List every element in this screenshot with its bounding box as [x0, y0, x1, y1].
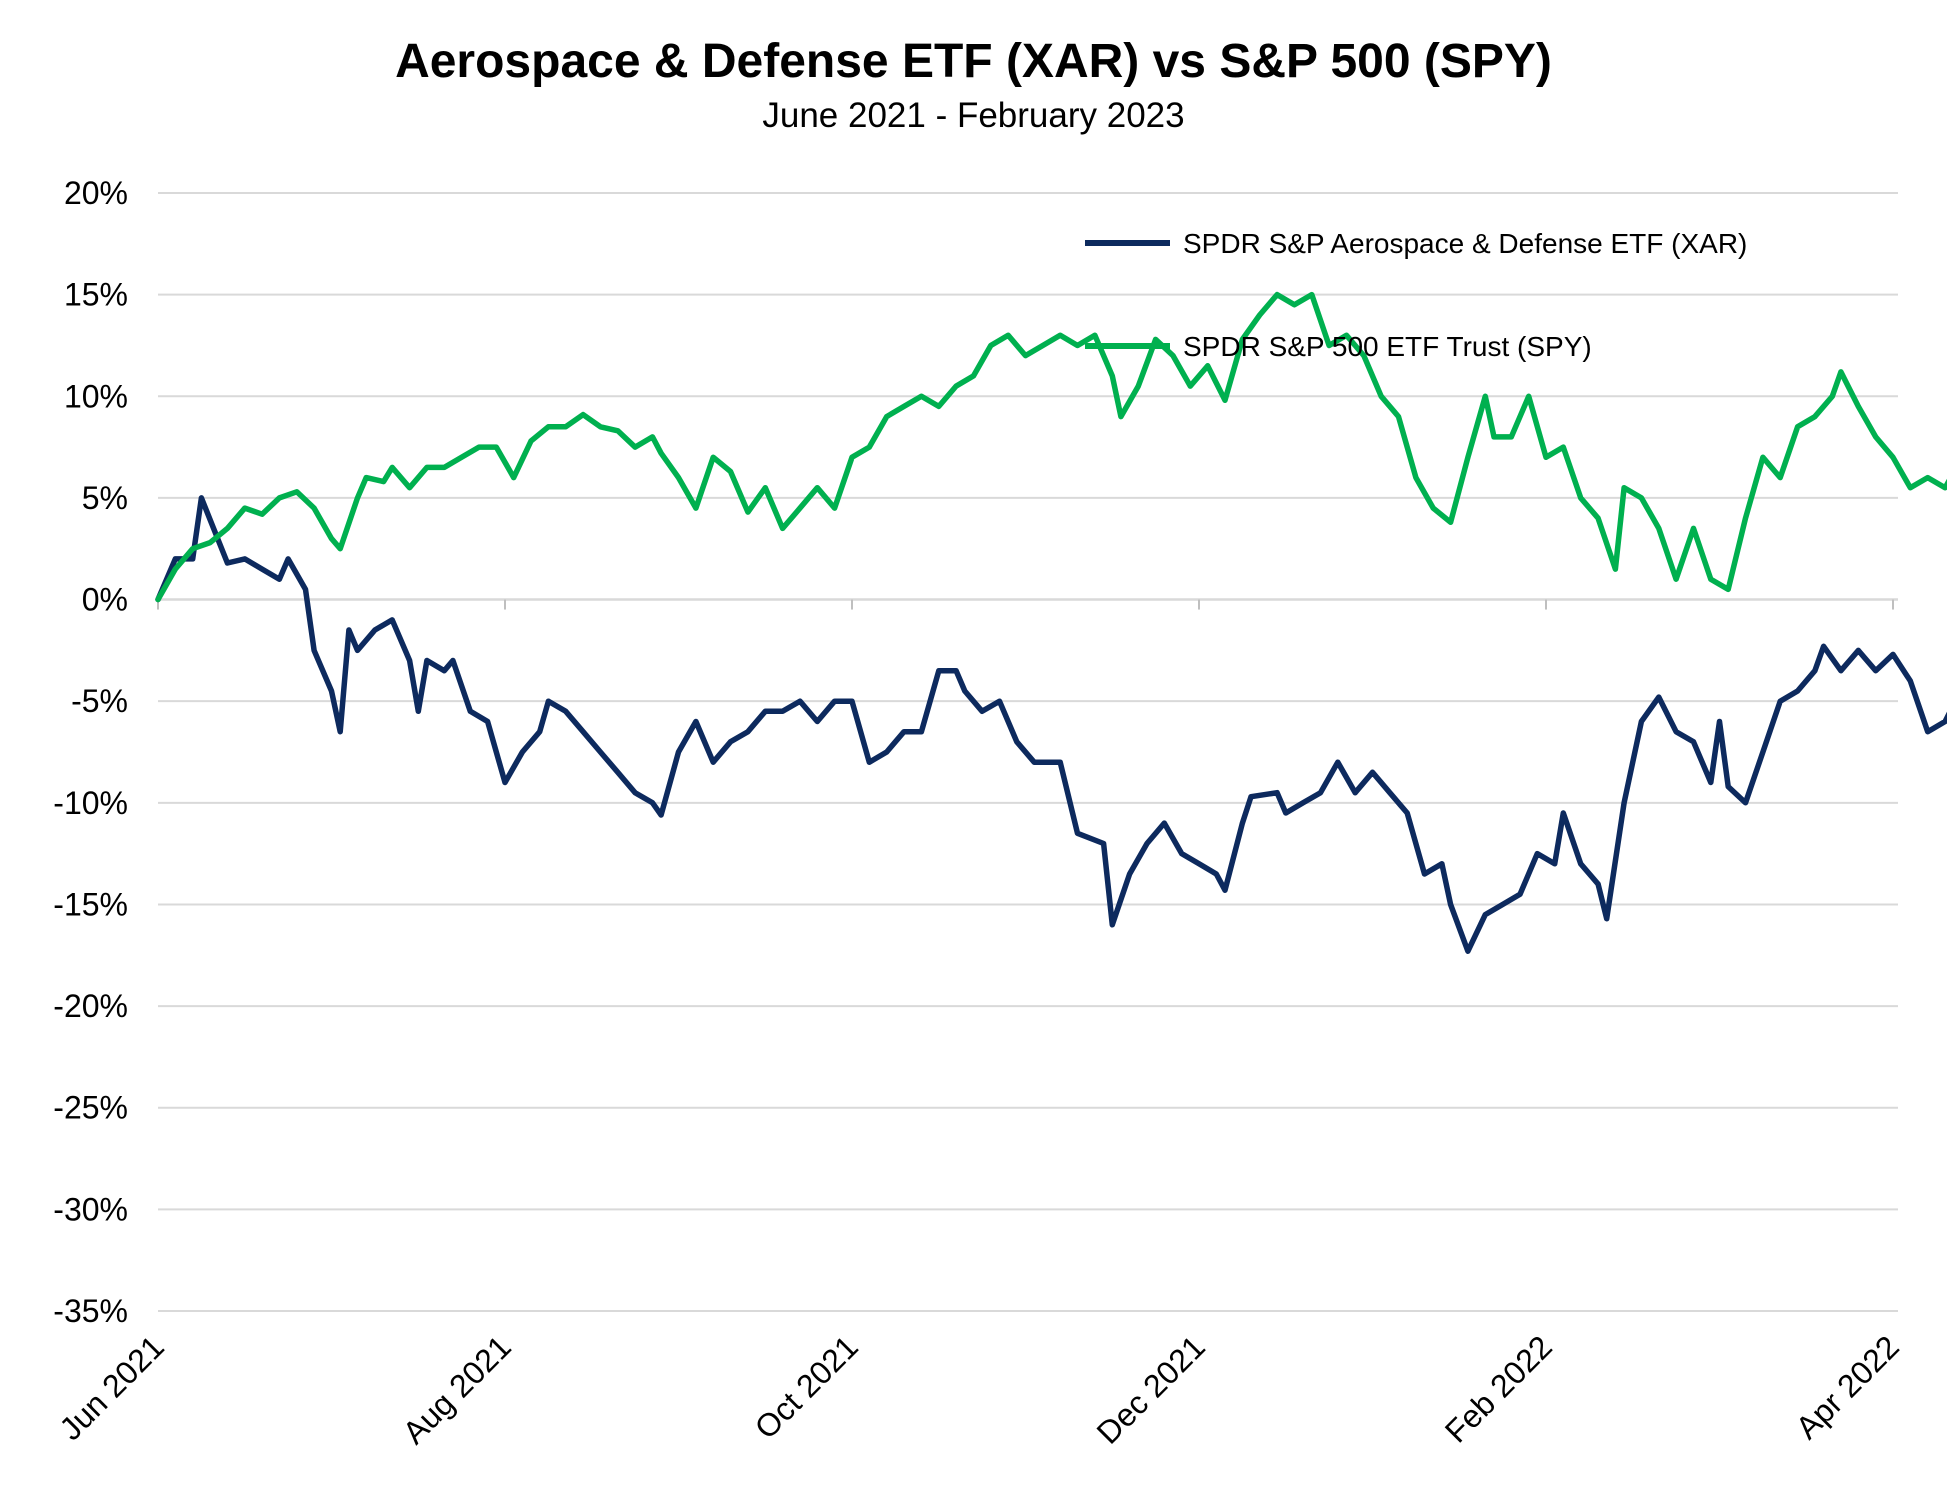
y-tick-label: 10% [64, 378, 128, 414]
y-tick-label: 20% [64, 175, 128, 211]
y-tick-label: 15% [64, 277, 128, 313]
xar-series-line [155, 495, 1947, 954]
legend-label: SPDR S&P Aerospace & Defense ETF (XAR) [1183, 228, 1747, 259]
legend-label: SPDR S&P 500 ETF Trust (SPY) [1183, 331, 1592, 362]
x-tick-label: Apr 2022 [1789, 1328, 1906, 1445]
y-tick-label: -25% [53, 1090, 128, 1126]
y-tick-label: -5% [71, 683, 128, 719]
y-tick-label: -15% [53, 886, 128, 922]
y-axis: 20% 15% 10% 5% 0% -5% -10% -15% -20% -25% -30% -35% [53, 175, 128, 1329]
x-tick-label: Oct 2021 [748, 1328, 865, 1445]
spy-series-line [155, 291, 1947, 603]
y-tick-label: 5% [82, 480, 128, 516]
x-tick-label: Dec 2021 [1090, 1328, 1212, 1450]
series-lines [155, 291, 1947, 954]
y-tick-label: 0% [82, 582, 128, 618]
x-tick-label: Jun 2021 [52, 1328, 171, 1447]
legend: SPDR S&P Aerospace & Defense ETF (XAR) SP… [1085, 228, 1747, 362]
x-tick-label: Feb 2022 [1438, 1328, 1559, 1449]
x-tick-label: Aug 2021 [396, 1328, 518, 1450]
y-tick-label: -10% [53, 785, 128, 821]
y-tick-label: -35% [53, 1293, 128, 1329]
chart-subtitle: June 2021 - February 2023 [762, 96, 1185, 135]
y-tick-label: -30% [53, 1191, 128, 1227]
y-tick-label: -20% [53, 988, 128, 1024]
chart-title: Aerospace & Defense ETF (XAR) vs S&P 500… [395, 35, 1552, 88]
